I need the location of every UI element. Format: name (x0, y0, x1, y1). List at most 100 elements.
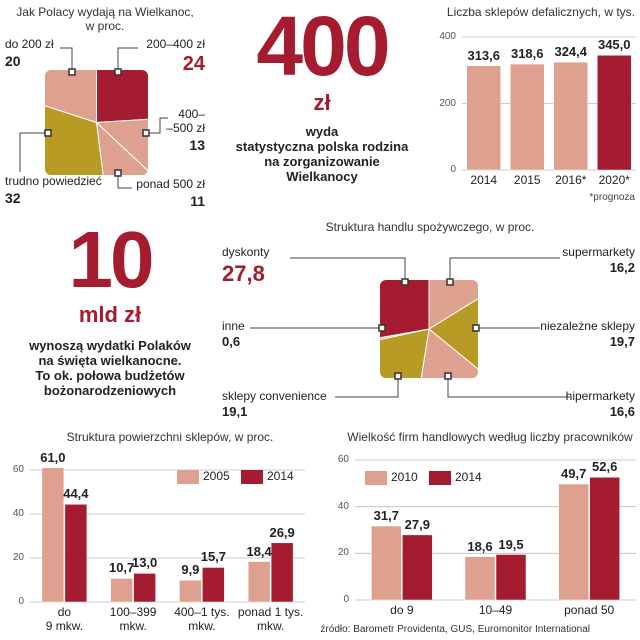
bar (202, 567, 225, 603)
slice-label: niezależne sklepy (540, 319, 635, 333)
x-tick-label: ponad 50 (564, 603, 615, 617)
bar (110, 578, 133, 603)
legend-swatch (241, 470, 263, 484)
highlight-unit: mld zł (78, 302, 142, 327)
leader-line (60, 47, 73, 72)
bar (371, 525, 402, 601)
bar (133, 573, 156, 603)
slice-label: hipermarkety (565, 389, 635, 403)
value-label: 318,6 (510, 46, 544, 62)
value-label: 18,4 (246, 543, 272, 559)
slice-value: 20 (5, 53, 21, 69)
y-tick-label: 40 (12, 508, 24, 519)
bar (64, 504, 88, 603)
x-tick-label: do 9 (390, 603, 414, 617)
y-tick-label: 60 (337, 454, 349, 465)
x-tick-label: ponad 1 tys. mkw. (237, 605, 304, 633)
bar (597, 55, 632, 171)
leader-line (117, 47, 138, 72)
x-tick-label: 400–1 tys. mkw. (174, 605, 230, 633)
legend-swatch (177, 470, 199, 484)
slice-label: trudno powiedzieć (5, 174, 102, 188)
leader-marker (378, 324, 386, 332)
slice-value: 16,2 (609, 260, 635, 275)
source: źródło: Barometr Providenta, GUS, Euromo… (320, 624, 590, 635)
chart-title: Liczba sklepów defalicznych, w tys. (446, 5, 635, 19)
leader-line (146, 117, 168, 134)
value-label: 18,6 (467, 538, 493, 554)
value-label: 345,0 (597, 37, 631, 53)
bar (466, 65, 501, 171)
slice-label: 400– –500 zł (166, 107, 205, 135)
slice-label: supermarkety (562, 245, 635, 259)
y-tick-label: 40 (337, 500, 349, 512)
leader-line (335, 376, 399, 398)
slice-label: sklepy convenience (222, 389, 327, 403)
bar (495, 554, 527, 601)
chart-title: Wielkość firm handlowych według liczby p… (347, 430, 633, 444)
pie-slice (428, 280, 478, 378)
value-label: 9,9 (181, 562, 200, 578)
bar (270, 542, 294, 603)
leader-marker (444, 372, 452, 380)
legend-swatch (429, 471, 451, 485)
pie (380, 280, 478, 378)
chart-title: Struktura handlu spożywczego, w proc. (325, 220, 535, 234)
legend-label: 2005 (203, 469, 230, 483)
y-tick-label: 0 (450, 164, 456, 175)
slice-label: ponad 500 zł (136, 177, 205, 191)
highlight-text: wynoszą wydatki Polaków na święta wielka… (29, 338, 191, 398)
pie-slice (45, 70, 97, 124)
legend-label: 2014 (455, 470, 482, 484)
x-tick-label: 2015 (513, 173, 541, 187)
value-label: 15,7 (200, 549, 227, 565)
x-tick-label: 2020* (598, 173, 630, 187)
leader-marker (472, 324, 480, 332)
value-label: 27,9 (404, 516, 430, 532)
bar (553, 61, 588, 171)
legend-swatch (365, 471, 387, 485)
leader-marker (394, 372, 402, 380)
slice-label: dyskonty (222, 245, 270, 259)
slice-value: 16,6 (609, 404, 635, 419)
value-label: 49,7 (561, 466, 587, 482)
leader-marker (142, 129, 150, 137)
slice-value: 24 (182, 53, 205, 75)
pie-slice (380, 280, 430, 347)
value-label: 13,0 (131, 555, 158, 571)
slice-value: 13 (189, 137, 205, 153)
chart-title: Struktura powierzchni sklepów, w proc. (66, 430, 274, 444)
x-tick-label: do 9 mkw. (45, 605, 84, 633)
value-label: 324,4 (554, 44, 588, 60)
bar (589, 477, 620, 601)
bar (558, 483, 589, 601)
leader-marker (114, 169, 122, 177)
leader-line (449, 257, 560, 282)
bar (247, 561, 271, 603)
pie-slice (380, 328, 430, 351)
leader-line (19, 132, 48, 172)
leader-line (290, 257, 406, 282)
pie-slice (413, 328, 478, 378)
slice-value: 11 (190, 193, 205, 209)
value-label: 52,6 (592, 459, 618, 475)
slice-label: 200–400 zł (146, 37, 205, 51)
slice-value: 32 (5, 190, 21, 206)
chart-title: Jak Polacy wydają na Wielkanoc, w proc. (16, 5, 194, 33)
value-label: 26,9 (269, 524, 295, 540)
y-tick-label: 400 (439, 31, 456, 42)
highlight-text: wyda statystyczna polska rodzina na zorg… (235, 124, 409, 184)
x-tick-label: 10–49 (478, 603, 513, 617)
highlight-unit: zł (313, 90, 331, 115)
highlight-number: 10 (68, 215, 155, 304)
leader-line (447, 376, 570, 398)
leader-marker (401, 278, 409, 286)
value-label: 44,4 (63, 486, 89, 502)
bar (41, 467, 65, 603)
pie-slice (45, 90, 110, 175)
leader-marker (114, 68, 122, 76)
x-tick-label: 100–399 mkw. (109, 605, 157, 633)
value-label: 313,6 (467, 47, 501, 63)
pie-slice (380, 328, 430, 378)
